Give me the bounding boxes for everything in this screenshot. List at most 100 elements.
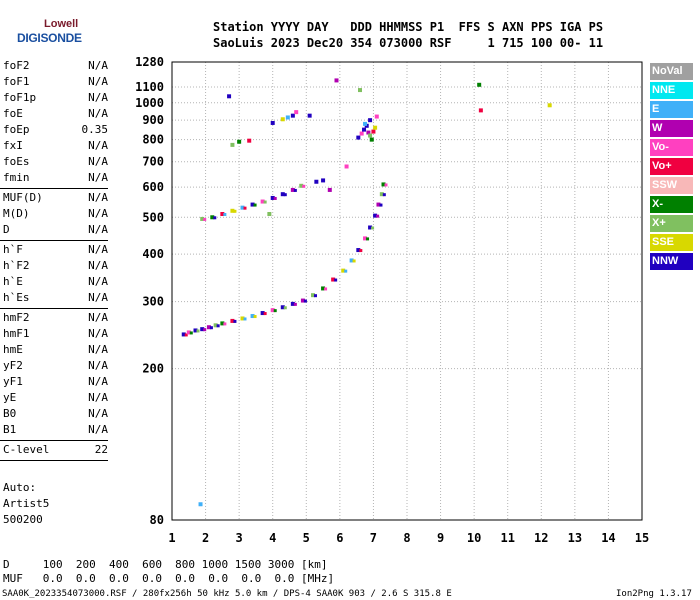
param-name: h`F2	[3, 259, 30, 272]
param-value: N/A	[88, 407, 108, 420]
x-tick-label: 3	[236, 531, 243, 545]
echo-point	[371, 226, 375, 230]
echo-point	[373, 125, 378, 130]
echo-point	[181, 332, 186, 337]
x-tick-label: 2	[202, 531, 209, 545]
param-separator	[0, 240, 108, 241]
param-value: N/A	[88, 223, 108, 236]
echo-point	[321, 178, 326, 183]
param-row: foF1p N/A	[0, 89, 110, 105]
y-tick-label: 400	[142, 247, 164, 261]
param-value: 22	[94, 443, 108, 456]
echo-point	[381, 182, 386, 187]
echo-point	[302, 184, 306, 188]
param-name: M(D)	[3, 207, 30, 220]
param-row: B0 N/A	[0, 405, 110, 421]
param-row: foEp 0.35	[0, 121, 110, 137]
echo-point	[356, 248, 361, 253]
parameter-table: foF2 N/A foF1 N/A foF1p N/A foE N/A foEp 0.35 fxI N…	[0, 57, 110, 461]
echo-point	[283, 193, 287, 197]
x-tick-label: 4	[269, 531, 276, 545]
echo-point	[230, 318, 235, 323]
param-value: N/A	[88, 191, 108, 204]
echo-point	[220, 212, 225, 217]
echo-point	[280, 117, 285, 122]
param-row: foF1 N/A	[0, 73, 110, 89]
echo-point	[260, 199, 265, 204]
param-row: hmE N/A	[0, 341, 110, 357]
echo-point	[547, 103, 552, 108]
legend-item: E	[650, 101, 693, 118]
echo-point	[196, 329, 200, 333]
param-value: N/A	[88, 139, 108, 152]
echo-point	[477, 82, 482, 87]
echo-point	[230, 142, 235, 147]
echo-point	[270, 308, 275, 313]
param-name: C-level	[3, 443, 50, 456]
param-value: N/A	[88, 59, 108, 72]
echo-point	[210, 215, 215, 220]
echo-point	[369, 137, 374, 142]
y-tick-label: 900	[142, 113, 164, 127]
echo-point	[363, 121, 368, 126]
param-row: foEs N/A	[0, 153, 110, 169]
echo-point	[334, 78, 339, 83]
param-name: foF1	[3, 75, 30, 88]
echo-point	[223, 213, 227, 217]
header-values: SaoLuis 2023 Dec20 354 073000 RSF 1 715 …	[213, 36, 604, 50]
param-name: B1	[3, 423, 17, 436]
param-value: N/A	[88, 391, 108, 404]
param-name: foE	[3, 107, 23, 120]
echo-point	[227, 94, 232, 99]
plot-frame	[171, 61, 643, 521]
legend-item: SSE	[650, 234, 693, 251]
y-tick-label: 80	[150, 513, 164, 527]
x-tick-label: 9	[437, 531, 444, 545]
param-row: h`F N/A	[0, 241, 110, 257]
x-tick-label: 15	[635, 531, 649, 545]
y-tick-label: 600	[142, 180, 164, 194]
param-value: N/A	[88, 311, 108, 324]
echo-point	[243, 317, 247, 321]
echo-point	[344, 164, 349, 169]
y-tick-label: 500	[142, 210, 164, 224]
param-row: h`E N/A	[0, 273, 110, 289]
logo-digisonde: DIGISONDE	[17, 31, 82, 45]
param-value: N/A	[88, 207, 108, 220]
param-name: D	[3, 223, 10, 236]
echo-point	[209, 326, 213, 330]
echo-point	[240, 316, 245, 321]
echo-point	[200, 327, 205, 332]
param-name: yF1	[3, 375, 23, 388]
echo-point	[368, 225, 373, 230]
x-tick-label: 6	[336, 531, 343, 545]
header-columns: Station YYYY DAY DDD HHMMSS P1 FFS S AXN…	[213, 20, 604, 34]
param-value: N/A	[88, 155, 108, 168]
echo-point	[366, 130, 371, 135]
echo-point	[352, 259, 356, 263]
y-tick-label: 1280	[135, 55, 164, 69]
echo-point	[250, 202, 255, 207]
param-name: yE	[3, 391, 17, 404]
muf-row: MUF 0.0 0.0 0.0 0.0 0.0 0.0 0.0 0.0 [MHz…	[3, 572, 335, 585]
echo-point	[307, 113, 312, 118]
param-name: h`Es	[3, 291, 30, 304]
echo-point	[294, 110, 299, 115]
echo-point	[374, 114, 379, 119]
echo-point	[290, 113, 295, 118]
param-name: B0	[3, 407, 17, 420]
param-name: foF2	[3, 59, 30, 72]
echo-point	[216, 324, 220, 328]
echo-point	[376, 214, 380, 218]
param-name: foEs	[3, 155, 30, 168]
echo-point	[253, 315, 257, 319]
echo-point	[260, 311, 265, 316]
artist-label: Artist5	[3, 497, 50, 510]
echo-point	[324, 287, 328, 291]
echo-point	[358, 88, 362, 93]
echo-point	[250, 314, 255, 319]
echo-point	[321, 286, 326, 291]
echo-point	[314, 294, 317, 298]
param-value: N/A	[88, 327, 108, 340]
